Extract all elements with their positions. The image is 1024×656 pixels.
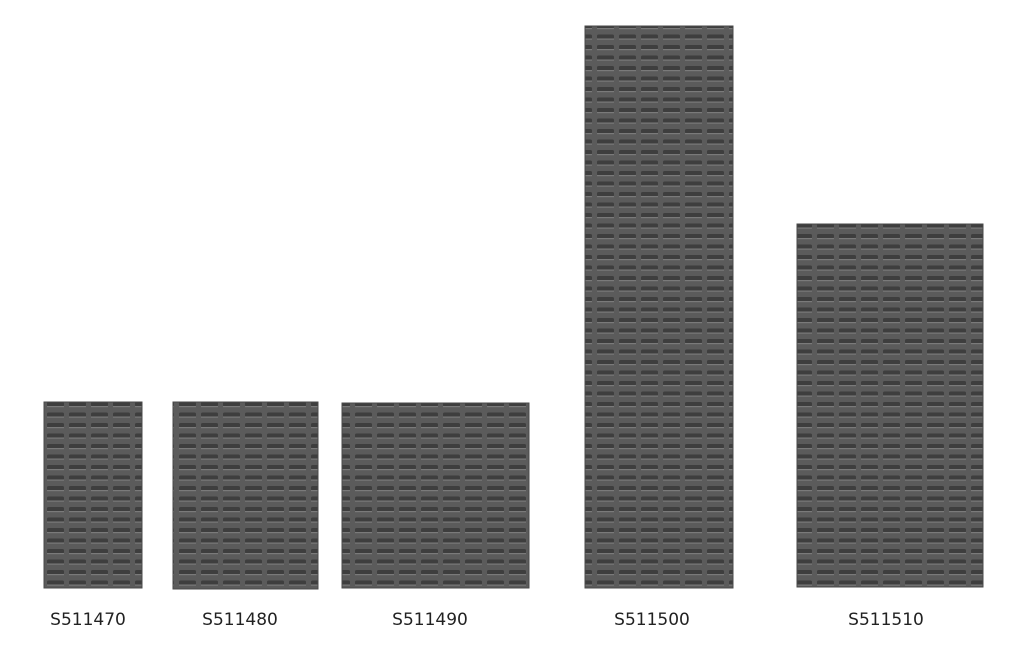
panel-label: S511480 (202, 610, 278, 630)
panel-label: S511500 (614, 610, 690, 630)
panel: S511480 (172, 401, 319, 630)
panel: S511510 (796, 223, 984, 630)
panel-image (584, 25, 734, 589)
panel-image (796, 223, 984, 588)
panel: S511500 (584, 25, 734, 630)
panel-label: S511470 (50, 610, 126, 630)
panel: S511490 (341, 402, 530, 630)
panel: S511470 (43, 401, 143, 630)
panel-image (43, 401, 143, 589)
panel-image (172, 401, 319, 590)
panel-image (341, 402, 530, 589)
panel-label: S511490 (392, 610, 468, 630)
panel-label: S511510 (848, 610, 924, 630)
